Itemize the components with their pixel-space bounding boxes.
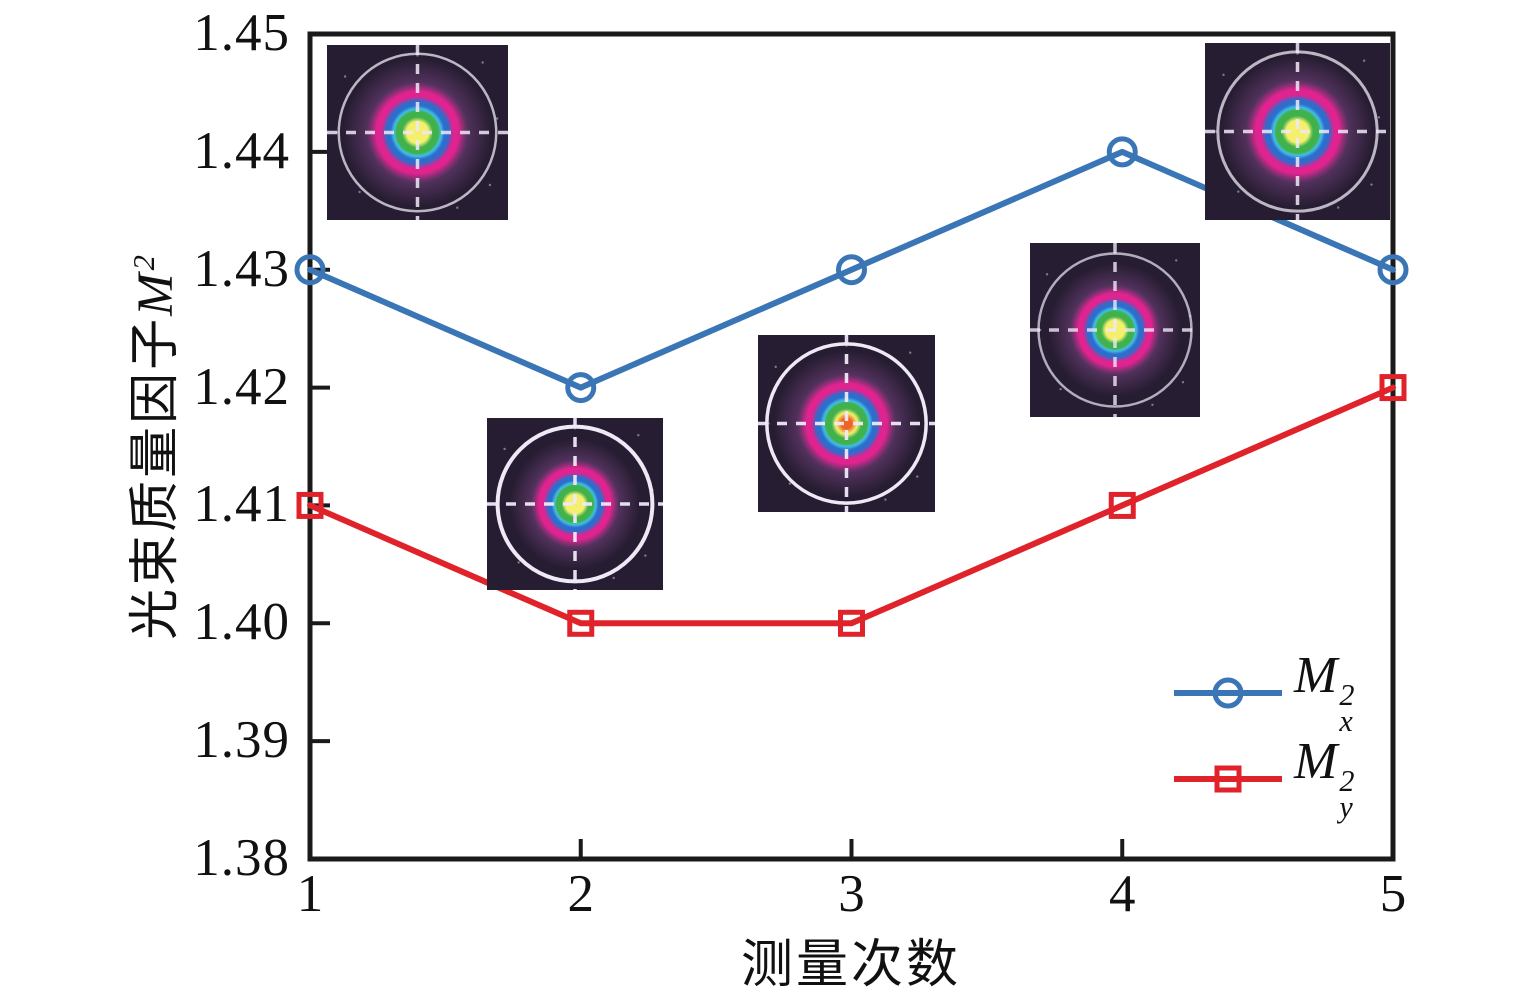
noise-speck — [1045, 273, 1049, 276]
legend-circle-marker — [1212, 677, 1244, 709]
y-tick-label: 1.39 — [193, 710, 290, 769]
noise-speck — [517, 561, 520, 564]
data-point-M_y^2 — [838, 609, 865, 637]
beam-profile-5 — [1205, 39, 1390, 224]
data-point-M_x^2 — [1106, 136, 1138, 168]
y-tick-label: 1.42 — [193, 357, 290, 416]
x-tick-label: 5 — [1379, 865, 1407, 923]
beam-profile-1 — [327, 42, 508, 223]
x-tick-label: 2 — [567, 865, 595, 923]
beam-spot — [758, 335, 935, 512]
noise-speck — [503, 447, 506, 451]
legend-label-base: M — [1294, 733, 1338, 791]
y-tick-label: 1.38 — [193, 828, 290, 887]
data-point-M_y^2 — [296, 491, 324, 519]
beam-spot — [1205, 39, 1390, 224]
legend-marker-circle — [1174, 677, 1282, 709]
aperture-circle — [1216, 50, 1379, 213]
data-point-M_x^2 — [565, 372, 597, 404]
noise-speck — [637, 434, 640, 437]
y-tick-label: 1.44 — [193, 121, 290, 180]
noise-speck — [1175, 259, 1178, 262]
noise-speck — [1362, 59, 1366, 62]
noise-speck — [612, 576, 615, 580]
noise-speck — [909, 351, 912, 354]
legend-label-sup: 2 — [1339, 763, 1355, 798]
legend-label-sup: 2 — [1339, 677, 1355, 712]
legend-label-sub: x — [1339, 704, 1353, 739]
noise-speck — [774, 365, 777, 369]
plot-frame — [307, 31, 1396, 862]
legend-label-base: M — [1294, 647, 1338, 705]
noise-speck — [1181, 381, 1185, 384]
data-point-M_x^2 — [836, 254, 867, 286]
y-tick-label: 1.45 — [193, 3, 290, 62]
y-tick-label: 1.40 — [193, 593, 290, 652]
x-tick-label: 3 — [838, 865, 865, 923]
y-tick-label: 1.41 — [193, 475, 290, 534]
legend-marker-square — [1174, 765, 1282, 793]
data-point-M_y^2 — [1108, 491, 1136, 519]
aperture-circle — [1037, 252, 1193, 408]
data-point-M_y^2 — [1379, 374, 1407, 402]
data-point-M_y^2 — [567, 609, 595, 637]
beam-profile-2 — [487, 418, 663, 590]
noise-speck — [644, 554, 647, 557]
x-axis-title: 测量次数 — [740, 937, 962, 994]
y-axis-title: 光束质量因子M2 — [113, 252, 187, 640]
beam-profile-3 — [758, 335, 935, 512]
data-point-M_x^2 — [294, 254, 326, 286]
x-tick-label: 1 — [296, 865, 324, 923]
legend-label-sub: y — [1339, 790, 1353, 825]
data-point-M_x^2 — [1377, 254, 1409, 286]
noise-speck — [343, 75, 347, 78]
x-tick-label: 4 — [1109, 865, 1136, 923]
aperture-circle — [337, 52, 498, 213]
aperture-circle — [765, 342, 928, 505]
beam-profile-4 — [1030, 243, 1200, 417]
aperture-circle — [495, 424, 655, 584]
y-tick-label: 1.43 — [193, 239, 290, 298]
noise-speck — [481, 61, 484, 64]
noise-speck — [1151, 403, 1154, 407]
legend-square-marker — [1214, 765, 1242, 793]
beam-spot — [327, 42, 508, 223]
